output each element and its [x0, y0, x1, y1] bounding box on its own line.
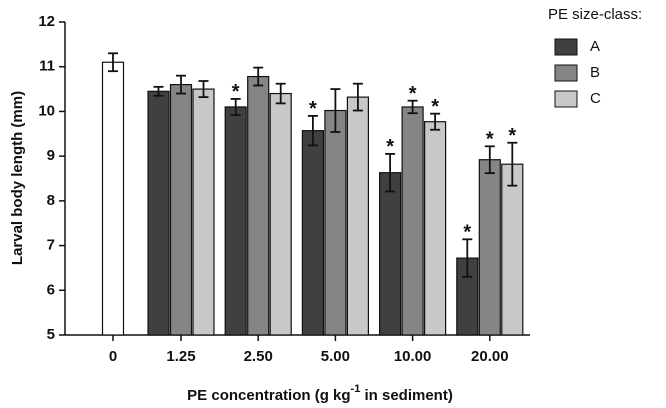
legend-swatch	[554, 64, 578, 82]
y-tick-label: 12	[38, 13, 55, 30]
legend-label: A	[590, 38, 600, 55]
y-tick-label: 6	[47, 281, 55, 298]
y-tick-label: 9	[47, 147, 55, 164]
y-tick-label: 10	[38, 102, 55, 119]
bar	[192, 88, 215, 336]
x-tick-label: 5.00	[321, 348, 350, 365]
x-tick-label: 0	[109, 348, 117, 365]
bar	[301, 130, 324, 336]
bar	[169, 83, 193, 336]
significance-marker: *	[232, 81, 240, 103]
error-bar	[176, 74, 186, 95]
y-tick-label: 7	[47, 237, 55, 254]
x-tick-label: 10.00	[394, 348, 432, 365]
legend-title: PE size-class:	[548, 6, 642, 23]
error-bar	[462, 238, 473, 278]
bar	[147, 90, 170, 336]
significance-marker: *	[486, 129, 494, 151]
x-tick-label: 2.50	[244, 348, 273, 365]
x-axis-label-suffix: in sediment)	[360, 387, 453, 404]
y-axis-label: Larval body length (mm)	[9, 91, 26, 265]
error-bar	[484, 145, 495, 175]
error-bar	[307, 115, 318, 147]
bar	[324, 109, 347, 336]
error-bar	[230, 98, 241, 116]
significance-marker: *	[386, 136, 394, 158]
significance-marker: *	[309, 98, 317, 120]
legend-swatch	[554, 38, 578, 56]
error-bar	[507, 141, 518, 187]
significance-marker: *	[409, 83, 417, 105]
error-bar	[275, 82, 286, 105]
y-tick-label: 5	[47, 326, 55, 343]
error-bar	[198, 80, 209, 99]
x-tick-label: 1.25	[166, 348, 195, 365]
bar	[247, 75, 270, 336]
bar	[401, 106, 424, 336]
significance-marker: *	[508, 125, 516, 147]
significance-marker: *	[431, 96, 439, 118]
bar	[224, 106, 247, 336]
bar	[379, 172, 402, 336]
error-bar	[330, 88, 341, 133]
legend-label: C	[590, 90, 601, 107]
error-bar	[430, 112, 441, 131]
x-axis-label-superscript: -1	[351, 383, 361, 395]
error-bar	[153, 85, 164, 97]
bar	[101, 61, 125, 336]
bar	[501, 163, 524, 336]
bar	[269, 92, 292, 336]
x-axis-label-main: PE concentration (g kg	[187, 387, 350, 404]
bar	[424, 121, 447, 336]
error-bar	[352, 82, 363, 112]
error-bar	[407, 99, 418, 115]
error-bar	[108, 52, 118, 73]
legend-label: B	[590, 64, 600, 81]
y-tick-label: 11	[39, 58, 55, 75]
error-bar	[253, 66, 264, 87]
significance-marker: *	[463, 222, 471, 244]
bar	[478, 159, 501, 336]
x-tick-label: 20.00	[471, 348, 509, 365]
y-tick-label: 8	[47, 192, 55, 209]
error-bar	[385, 153, 396, 193]
legend-swatch	[554, 90, 578, 108]
bar	[346, 96, 369, 336]
x-axis-label: PE concentration (g kg-1 in sediment)	[187, 383, 453, 404]
